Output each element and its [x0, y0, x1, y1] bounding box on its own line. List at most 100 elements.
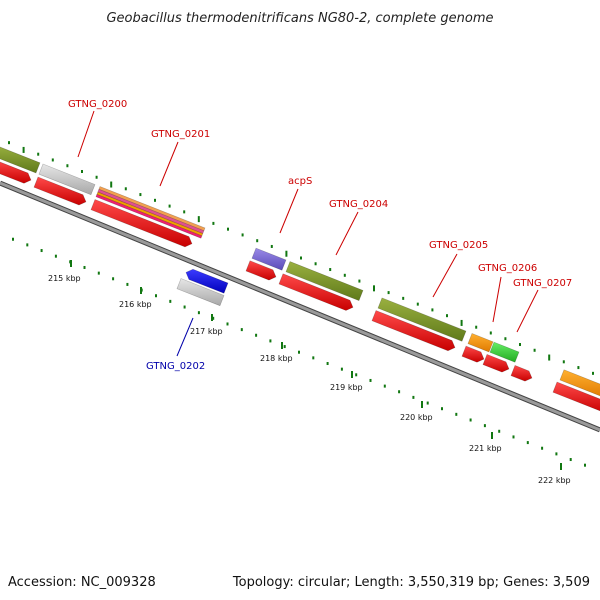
tick-mark: [326, 362, 329, 366]
tick-mark: [426, 401, 429, 405]
feature-tracks: [0, 146, 600, 412]
tick-mark: [54, 254, 57, 258]
tick-marks: [8, 141, 594, 470]
tick-mark: [312, 356, 315, 360]
cds-arrow: [552, 381, 600, 412]
tick-mark: [168, 204, 171, 208]
cds-arrow: [482, 353, 510, 373]
scale-label-218: 218 kbp: [260, 354, 293, 363]
gene-label-gtng-0205[interactable]: GTNG_0205: [429, 240, 488, 251]
gene-feature-gtng-0201-d: [95, 194, 203, 239]
genome-summary-text: Topology: circular; Length: 3,550,319 bp…: [232, 575, 590, 590]
gene-labels: GTNG_0200 GTNG_0201 GTNG_0202 acpS GTNG_…: [68, 99, 572, 372]
cds-arrow-reverse: [185, 268, 229, 294]
tick-mark: [51, 158, 54, 162]
gene-label-acps[interactable]: acpS: [288, 176, 312, 187]
leader-gtng-0207: [516, 289, 539, 333]
scale-tick: [70, 260, 72, 267]
tick-mark: [22, 146, 25, 153]
tick-mark: [241, 233, 244, 237]
tick-mark: [446, 314, 448, 318]
tick-mark: [358, 279, 361, 283]
tick-mark: [298, 350, 300, 354]
tick-mark: [402, 296, 405, 300]
scale-label-215: 215 kbp: [48, 274, 81, 283]
label-leaders: [77, 110, 539, 357]
gene-feature-acps: [251, 247, 287, 271]
tick-mark: [270, 244, 273, 248]
tick-mark: [398, 390, 401, 394]
tick-mark: [483, 424, 486, 428]
scale-label-221: 221 kbp: [469, 444, 502, 453]
tick-mark: [285, 250, 288, 257]
tick-mark: [112, 277, 115, 281]
tick-mark: [8, 141, 10, 145]
scale-label-217: 217 kbp: [190, 327, 223, 336]
tick-mark: [441, 407, 443, 411]
gene-feature: [0, 146, 41, 174]
gene-label-gtng-0200[interactable]: GTNG_0200: [68, 99, 127, 110]
leader-gtng-0205: [432, 253, 458, 298]
tick-mark: [283, 345, 286, 349]
leader-acps: [279, 188, 299, 234]
leader-gtng-0204: [335, 211, 359, 256]
leader-gtng-0206: [492, 276, 502, 323]
tick-mark: [66, 164, 69, 168]
cds-arrow: [245, 260, 277, 281]
scale-tick: [211, 314, 213, 321]
tick-mark: [183, 210, 186, 214]
genome-backbone: [0, 180, 600, 433]
gene-feature-gtng-0202: [176, 278, 225, 307]
scale-tick: [560, 463, 562, 470]
tick-mark: [383, 384, 386, 388]
gene-label-gtng-0207[interactable]: GTNG_0207: [513, 278, 572, 289]
tick-mark: [26, 243, 29, 247]
tick-mark: [81, 169, 83, 173]
tick-mark: [40, 249, 43, 253]
tick-mark: [469, 418, 472, 422]
tick-mark: [226, 322, 229, 326]
tick-mark: [412, 395, 415, 399]
tick-mark: [154, 198, 156, 202]
gene-feature-gtng-0206: [467, 333, 494, 353]
tick-mark: [197, 216, 200, 223]
tick-mark: [329, 268, 332, 272]
tick-mark: [212, 316, 215, 320]
tick-mark: [255, 333, 258, 337]
scale-label-219: 219 kbp: [330, 383, 363, 392]
gene-feature-gtng-0205: [377, 297, 467, 342]
tick-mark: [416, 302, 419, 306]
tick-mark: [489, 331, 492, 335]
scale-label-222: 222 kbp: [538, 476, 571, 485]
tick-mark: [139, 193, 142, 197]
backbone-line: [0, 181, 600, 432]
tick-mark: [314, 262, 317, 266]
gene-label-gtng-0206[interactable]: GTNG_0206: [478, 263, 537, 274]
tick-mark: [83, 265, 86, 269]
tick-mark: [569, 458, 572, 462]
scale-tick: [421, 401, 423, 408]
tick-mark: [340, 367, 343, 371]
gene-feature-gtng-0207: [489, 341, 520, 363]
cds-arrow: [90, 199, 193, 248]
tick-mark: [155, 294, 157, 298]
tick-mark: [197, 311, 200, 315]
tick-mark: [95, 175, 98, 179]
tick-mark: [533, 348, 536, 352]
gene-label-gtng-0201[interactable]: GTNG_0201: [151, 129, 210, 140]
tick-mark: [548, 354, 551, 361]
tick-mark: [97, 271, 100, 275]
tick-mark: [183, 305, 186, 309]
gene-label-gtng-0202[interactable]: GTNG_0202: [146, 361, 205, 372]
tick-mark: [369, 378, 372, 382]
tick-mark: [124, 187, 127, 191]
map-title: Geobacillus thermodenitrificans NG80-2, …: [106, 11, 493, 26]
tick-mark: [387, 291, 390, 295]
tick-mark: [555, 452, 558, 456]
gene-label-gtng-0204[interactable]: GTNG_0204: [329, 199, 388, 210]
tick-mark: [431, 308, 434, 312]
tick-mark: [541, 446, 544, 450]
tick-mark: [504, 337, 507, 341]
tick-mark: [300, 256, 302, 260]
